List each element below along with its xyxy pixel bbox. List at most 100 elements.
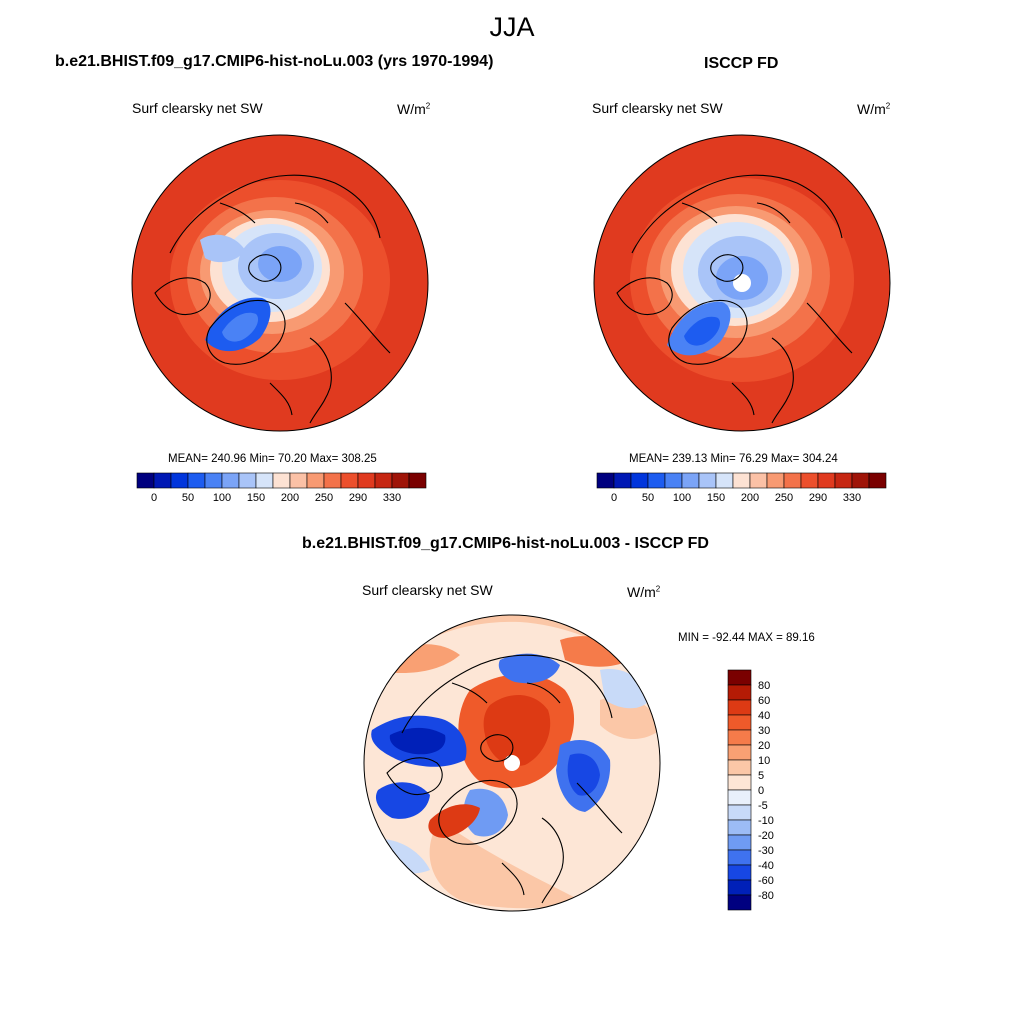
panel-3-variable: Surf clearsky net SW: [362, 582, 493, 598]
panel-3-colorbar-swatch: [727, 759, 752, 776]
panel-1-colorbar-tick-label: 250: [315, 492, 333, 504]
panel-1-variable: Surf clearsky net SW: [132, 100, 263, 116]
panel-3-colorbar-tick-label: -20: [758, 830, 774, 842]
panel-2-colorbar-swatch: [800, 472, 819, 489]
panel-1-stats: MEAN= 240.96 Min= 70.20 Max= 308.25: [168, 453, 377, 465]
panel-1-colorbar-swatch: [374, 472, 393, 489]
panel-2-colorbar-swatch: [851, 472, 870, 489]
panel-3-colorbar-swatch: [727, 864, 752, 881]
panel-2-colorbar-tick-label: 150: [707, 492, 725, 504]
panel-1-colorbar-swatch: [340, 472, 359, 489]
panel-2-colorbar-swatch: [630, 472, 649, 489]
panel-3-colorbar-tick-label: -30: [758, 845, 774, 857]
panel-3-colorbar-tick-label: 30: [758, 725, 770, 737]
panel-1-colorbar-tick-label: 200: [281, 492, 299, 504]
panel-2-units: W/m2: [857, 101, 891, 117]
panel-3-colorbar-tick-label: -40: [758, 860, 774, 872]
panel-2-colorbar: 0 50 100 150 200 250 290 330: [596, 472, 887, 504]
panel-1-colorbar-swatch: [221, 472, 240, 489]
panel-3-colorbar-swatch: [727, 774, 752, 791]
panel-2-colorbar-swatch: [766, 472, 785, 489]
panel-2-colorbar-swatch: [698, 472, 717, 489]
panel-1-colorbar-swatch: [255, 472, 274, 489]
panel-3-colorbar-swatch: [727, 804, 752, 821]
panel-2-colorbar-swatch: [868, 472, 887, 489]
panel-2-variable: Surf clearsky net SW: [592, 100, 723, 116]
panel-2-colorbar-swatch: [783, 472, 802, 489]
panel-2-colorbar-tick-label: 0: [611, 492, 617, 504]
panel-3-colorbar-swatch: [727, 729, 752, 746]
panel-1-colorbar-swatch: [204, 472, 223, 489]
panel-1-colorbar-tick-label: 100: [213, 492, 231, 504]
panel-2-map: [593, 134, 891, 432]
panel-2-colorbar-tick-label: 290: [809, 492, 827, 504]
panel-1-colorbar-swatch: [323, 472, 342, 489]
panel-3-colorbar-tick-label: 5: [758, 770, 764, 782]
panel-3-colorbar-tick-label: 40: [758, 710, 770, 722]
panel-1-colorbar-swatch: [136, 472, 155, 489]
figure-title: JJA: [489, 12, 535, 42]
panel-2-colorbar-swatch: [613, 472, 632, 489]
panel-1-units: W/m2: [397, 101, 431, 117]
panel-3-colorbar-tick-label: 20: [758, 740, 770, 752]
panel-3-stats: MIN = -92.44 MAX = 89.16: [678, 632, 815, 644]
panel-2-colorbar-swatch: [749, 472, 768, 489]
panel-2-colorbar-tick-label: 100: [673, 492, 691, 504]
panel-2-colorbar-swatch: [732, 472, 751, 489]
panel-3-colorbar-tick-label: -80: [758, 890, 774, 902]
panel-1-colorbar: 0 50 100 150 200 250 290 330: [136, 472, 427, 504]
panel-1-colorbar-swatch: [408, 472, 427, 489]
panel-3-colorbar-swatch: [727, 744, 752, 761]
panel-3-colorbar-tick-label: -60: [758, 875, 774, 887]
panel-1-colorbar-tick-label: 0: [151, 492, 157, 504]
panel-1-colorbar-tick-label: 50: [182, 492, 194, 504]
panel-2-colorbar-swatch: [681, 472, 700, 489]
panel-1-colorbar-tick-label: 290: [349, 492, 367, 504]
panel-3-colorbar-tick-label: -5: [758, 800, 768, 812]
panel-2-colorbar-swatch: [596, 472, 615, 489]
panel-2-colorbar-swatch: [817, 472, 836, 489]
panel-1-colorbar-swatch: [306, 472, 325, 489]
panel-3-colorbar-tick-label: 80: [758, 680, 770, 692]
panel-3-colorbar-tick-label: 0: [758, 785, 764, 797]
panel-1-colorbar-swatch: [289, 472, 308, 489]
panel-1-colorbar-tick-label: 150: [247, 492, 265, 504]
panel-3-colorbar-tick-label: 10: [758, 755, 770, 767]
panel-3-units: W/m2: [627, 584, 661, 600]
panel-2-colorbar-swatch: [834, 472, 853, 489]
panel-2-colorbar-swatch: [647, 472, 666, 489]
panel-2-colorbar-tick-label: 250: [775, 492, 793, 504]
panel-3-colorbar-swatch: [727, 684, 752, 701]
panel-1-title: b.e21.BHIST.f09_g17.CMIP6-hist-noLu.003 …: [55, 53, 494, 70]
panel-1-colorbar-swatch: [238, 472, 257, 489]
panel-1-colorbar-swatch: [153, 472, 172, 489]
panel-1-map: [131, 134, 429, 432]
panel-3-colorbar-swatch: [727, 789, 752, 806]
panel-3-colorbar-swatch: [727, 834, 752, 851]
panel-2-stats: MEAN= 239.13 Min= 76.29 Max= 304.24: [629, 453, 838, 465]
panel-2-colorbar-tick-label: 330: [843, 492, 861, 504]
panel-2-title: ISCCP FD: [704, 55, 779, 72]
panel-3-colorbar-swatch: [727, 819, 752, 836]
panel-1-colorbar-swatch: [357, 472, 376, 489]
panel-3-title: b.e21.BHIST.f09_g17.CMIP6-hist-noLu.003 …: [302, 535, 709, 552]
panel-3-map: [363, 614, 661, 912]
panel-3-colorbar-swatch: [727, 699, 752, 716]
panel-1-colorbar-swatch: [272, 472, 291, 489]
panel-3-colorbar-swatch: [727, 894, 752, 911]
panel-1-colorbar-swatch: [391, 472, 410, 489]
panel-3-colorbar-tick-label: -10: [758, 815, 774, 827]
panel-3-colorbar-tick-label: 60: [758, 695, 770, 707]
panel-3-colorbar: 80 60 40 30 20 10 5 0 -5 -10 -20 -30 -40 -60 -80: [727, 669, 774, 911]
panel-2-colorbar-swatch: [664, 472, 683, 489]
panel-1-colorbar-tick-label: 330: [383, 492, 401, 504]
panel-1-colorbar-swatch: [187, 472, 206, 489]
panel-1-colorbar-swatch: [170, 472, 189, 489]
panel-2-colorbar-swatch: [715, 472, 734, 489]
panel-3-colorbar-swatch: [727, 669, 752, 686]
panel-3-colorbar-swatch: [727, 879, 752, 896]
panel-3-colorbar-swatch: [727, 714, 752, 731]
panel-2-colorbar-tick-label: 200: [741, 492, 759, 504]
panel-3-colorbar-swatch: [727, 849, 752, 866]
